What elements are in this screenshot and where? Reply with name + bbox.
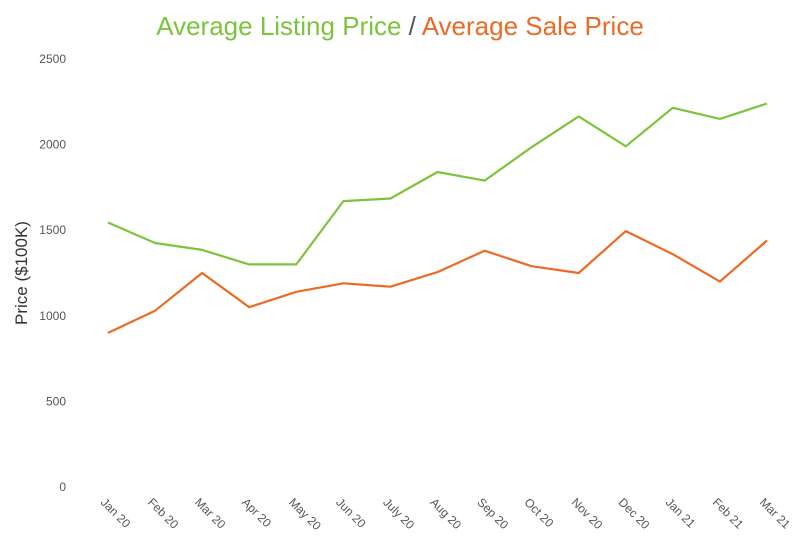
x-tick-label: Jan 21 (663, 495, 699, 531)
x-tick-label: Dec 20 (616, 495, 653, 532)
x-axis-ticks: Jan 20 Feb 20 Mar 20 Apr 20 May 20 Jun 20 July… (98, 495, 794, 533)
y-tick-label: 1500 (39, 223, 66, 237)
y-tick-label: 2000 (39, 138, 66, 152)
chart-title-part: Average Sale Price (422, 11, 644, 41)
series-line-listing-price (107, 102, 768, 266)
x-tick-label: Jan 20 (98, 495, 134, 531)
x-tick-label: Feb 21 (710, 495, 747, 532)
y-tick-label: 500 (46, 394, 66, 408)
x-tick-label: Oct 20 (522, 495, 557, 530)
x-tick-label: Feb 20 (145, 495, 182, 532)
y-axis-label: Price ($100K) (12, 221, 31, 325)
y-axis-ticks: 0 500 1000 1500 2000 2500 (39, 52, 66, 494)
x-tick-label: Mar 20 (192, 495, 229, 532)
x-tick-label: Sep 20 (474, 495, 511, 532)
x-tick-label: Nov 20 (569, 495, 606, 532)
x-tick-label: Mar 21 (757, 495, 794, 532)
x-tick-label: Aug 20 (427, 495, 464, 532)
y-tick-label: 1000 (39, 309, 66, 323)
y-tick-label: 0 (59, 480, 66, 494)
chart-title: Average Listing Price / Average Sale Pri… (156, 11, 644, 41)
x-tick-label: Apr 20 (239, 495, 274, 530)
x-tick-label: Jun 20 (333, 495, 369, 531)
chart-title-part: Average Listing Price (156, 11, 401, 41)
chart-title-part: / (401, 11, 421, 41)
x-tick-label: July 20 (380, 495, 417, 532)
series-lines (107, 102, 768, 334)
x-tick-label: May 20 (286, 495, 324, 533)
series-line-sale-price (107, 230, 768, 334)
y-tick-label: 2500 (39, 52, 66, 66)
